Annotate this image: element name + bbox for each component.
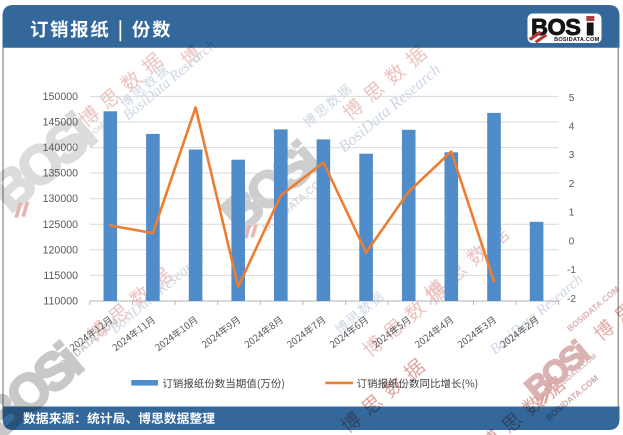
svg-text:BOSIDATA.COM: BOSIDATA.COM bbox=[554, 37, 600, 43]
svg-text:3: 3 bbox=[569, 150, 575, 161]
svg-text:BOS: BOS bbox=[531, 14, 580, 40]
svg-text:1: 1 bbox=[569, 208, 575, 219]
svg-text:135000: 135000 bbox=[43, 168, 78, 180]
svg-text:125000: 125000 bbox=[43, 219, 78, 231]
svg-text:4: 4 bbox=[569, 122, 575, 133]
svg-text:110000: 110000 bbox=[43, 296, 78, 308]
svg-text:115000: 115000 bbox=[43, 270, 78, 282]
svg-text:140000: 140000 bbox=[43, 142, 78, 154]
svg-text:150000: 150000 bbox=[43, 91, 78, 103]
svg-text:145000: 145000 bbox=[43, 117, 78, 129]
svg-text:-2: -2 bbox=[567, 294, 576, 305]
svg-text:2: 2 bbox=[569, 179, 575, 190]
svg-text:-1: -1 bbox=[567, 265, 576, 276]
svg-text:130000: 130000 bbox=[43, 193, 78, 205]
svg-text:120000: 120000 bbox=[43, 244, 78, 256]
svg-text:0: 0 bbox=[569, 236, 575, 247]
svg-text:5: 5 bbox=[569, 93, 575, 104]
